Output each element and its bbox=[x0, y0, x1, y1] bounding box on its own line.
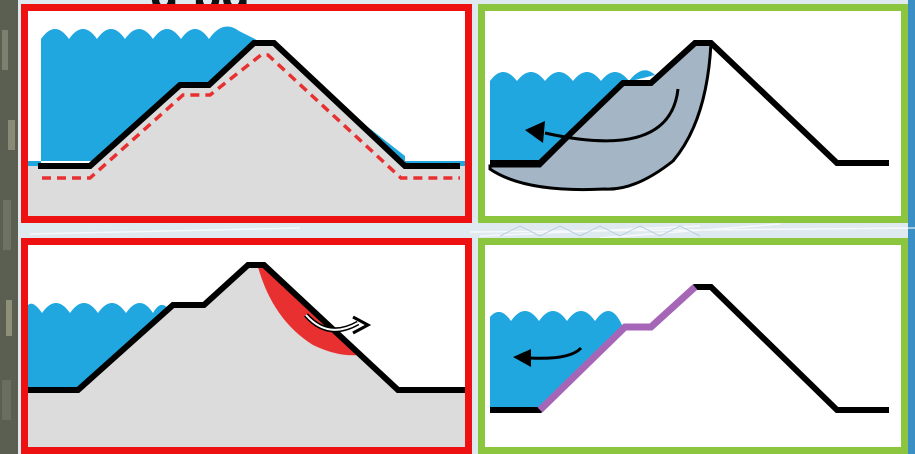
curved-arrow-icon bbox=[544, 88, 680, 143]
water-icon bbox=[490, 70, 655, 166]
water-icon bbox=[490, 311, 623, 410]
panel-slope-slide bbox=[478, 4, 908, 223]
seepage-line-icon bbox=[42, 53, 460, 180]
arrowhead-icon bbox=[352, 315, 372, 335]
dam-outline bbox=[490, 40, 889, 166]
erosion-diagram bbox=[28, 262, 465, 447]
seepage-diagram bbox=[28, 11, 465, 216]
slide-diagram bbox=[488, 40, 889, 192]
lining-icon bbox=[537, 284, 698, 413]
water-icon bbox=[28, 303, 173, 390]
panel-downstream-erosion bbox=[21, 238, 472, 454]
arrowhead-icon bbox=[513, 349, 531, 367]
dam-icon bbox=[28, 43, 465, 216]
panel-lined-face bbox=[478, 238, 908, 454]
dam-icon bbox=[28, 265, 465, 447]
dam-outline bbox=[38, 40, 460, 169]
panel-seepage-under-dam bbox=[21, 4, 472, 223]
arrow-icon bbox=[529, 346, 583, 360]
lining-diagram bbox=[490, 284, 889, 413]
arrowhead-icon bbox=[525, 121, 545, 143]
dam-outline bbox=[28, 262, 465, 393]
